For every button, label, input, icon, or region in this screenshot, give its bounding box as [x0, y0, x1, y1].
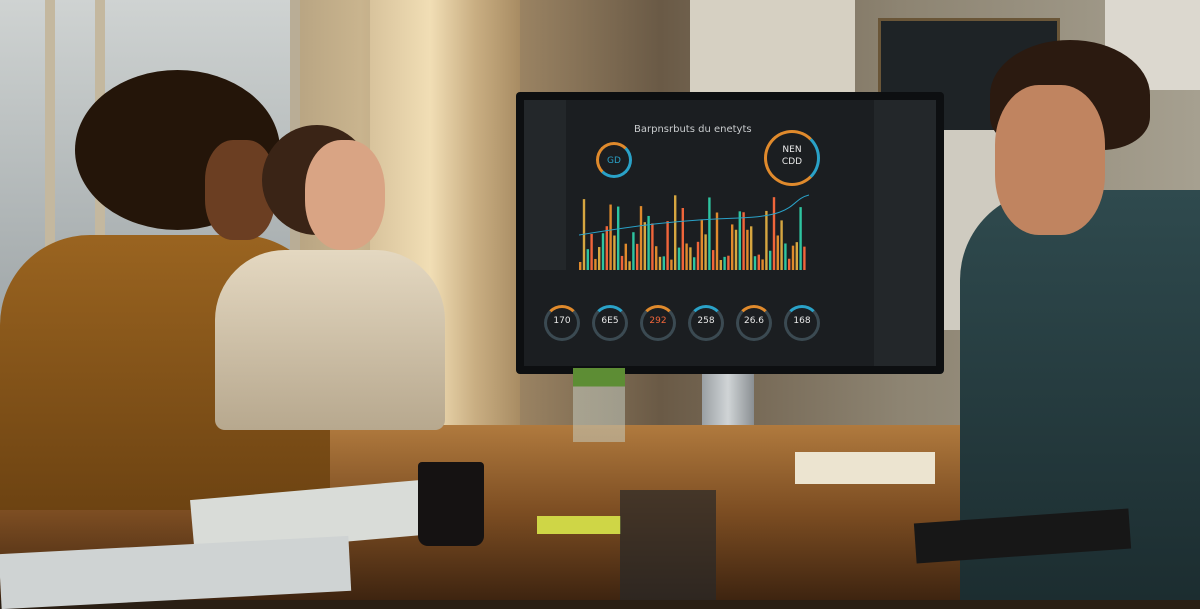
chart-bar: [708, 197, 711, 270]
chart-bar: [765, 210, 768, 270]
chart-bar: [761, 259, 764, 270]
kpi-gauge: [544, 305, 580, 341]
kpi-value: 168: [793, 316, 811, 326]
chart-bar: [636, 243, 639, 270]
chart-bar: [658, 256, 662, 270]
woman-center-body: [215, 250, 445, 430]
notepad: [795, 452, 935, 484]
chart-bar: [670, 259, 673, 270]
chart-bar: [605, 226, 608, 270]
kpi-value: 26.6: [743, 316, 765, 326]
kpi-gauge: [640, 305, 676, 341]
chart-bar: [696, 241, 700, 270]
chart-bar: [639, 206, 643, 270]
kpi-gauge: [784, 305, 820, 341]
woman-center-face: [305, 140, 385, 250]
potted-plant: [573, 368, 625, 442]
kpi-value: 170: [553, 316, 571, 326]
chart-bar: [632, 232, 635, 270]
sticky-notes: [537, 516, 621, 534]
chart-bar: [662, 256, 665, 270]
left-gauge-value: GD: [607, 156, 621, 166]
chart-bar: [651, 223, 654, 270]
right-gauge: [764, 130, 820, 186]
man-right-face: [995, 85, 1105, 235]
chart-bar: [769, 250, 772, 270]
chart-bar: [666, 221, 669, 270]
dashboard-screen: Barpnsrbuts du enetyts GD NEN CDD 170 6E5…: [524, 100, 936, 366]
monitor-stand: [702, 372, 754, 430]
chart-bar: [784, 243, 787, 270]
trend-line: [579, 194, 809, 236]
kpi-gauge: [736, 305, 772, 341]
right-panel: [874, 100, 936, 366]
chart-bar: [738, 211, 741, 270]
right-gauge-value: CDD: [781, 157, 803, 167]
chart-bar: [598, 247, 601, 270]
chart-bar: [647, 215, 650, 270]
chart-bar: [746, 229, 749, 270]
kpi-value: 292: [649, 316, 667, 326]
chart-bar: [677, 247, 681, 270]
chart-bar: [791, 245, 795, 270]
bar-chart: [579, 194, 809, 270]
kpi-value: 6E5: [601, 316, 619, 326]
chart-bar: [689, 247, 692, 270]
chart-bar: [715, 212, 719, 270]
chart-bar: [727, 255, 730, 270]
left-gauge: [596, 142, 632, 178]
chart-bar: [613, 235, 616, 270]
chart-bar: [685, 243, 688, 270]
chart-bar: [674, 195, 677, 270]
chart-bar: [742, 212, 745, 270]
chart-bar: [795, 242, 798, 270]
wall-poster: [690, 0, 855, 92]
chart-bar: [628, 261, 631, 270]
chart-bar: [579, 262, 582, 270]
chart-bar: [753, 256, 757, 270]
monitor: Barpnsrbuts du enetyts GD NEN CDD 170 6E5…: [516, 92, 944, 374]
chart-bar: [750, 226, 753, 270]
dashboard-title: Barpnsrbuts du enetyts: [634, 124, 752, 135]
chart-bar: [601, 233, 605, 270]
chart-bar: [788, 258, 791, 270]
chart-bar: [620, 255, 624, 270]
left-panel: [524, 100, 566, 270]
kpi-gauge: [688, 305, 724, 341]
chart-bar: [780, 220, 783, 270]
coffee-cup: [418, 462, 484, 546]
chart-bar: [594, 258, 597, 270]
chart-bar: [712, 250, 715, 270]
chart-bar: [723, 256, 726, 270]
chart-bar: [643, 222, 646, 270]
chart-bar: [734, 229, 738, 270]
pen-holder: [620, 490, 716, 600]
right-gauge-label: NEN: [782, 145, 802, 155]
chart-bar: [700, 219, 703, 270]
chart-bar: [609, 204, 612, 270]
chart-bar: [586, 249, 589, 270]
chart-bar: [803, 246, 806, 270]
chart-bar: [617, 206, 620, 270]
chart-bar: [799, 207, 802, 270]
chart-bar: [719, 259, 722, 270]
chart-bar: [772, 197, 776, 270]
chart-bar: [624, 243, 627, 270]
chart-bar: [776, 235, 779, 270]
chart-bar: [693, 257, 696, 270]
chart-bar: [731, 224, 734, 270]
chart-bar: [655, 246, 658, 270]
chart-bar: [681, 207, 684, 270]
kpi-value: 258: [697, 316, 715, 326]
kpi-gauge: [592, 305, 628, 341]
chart-bar: [757, 254, 760, 270]
chart-bar: [590, 234, 593, 270]
chart-bar: [704, 234, 707, 270]
